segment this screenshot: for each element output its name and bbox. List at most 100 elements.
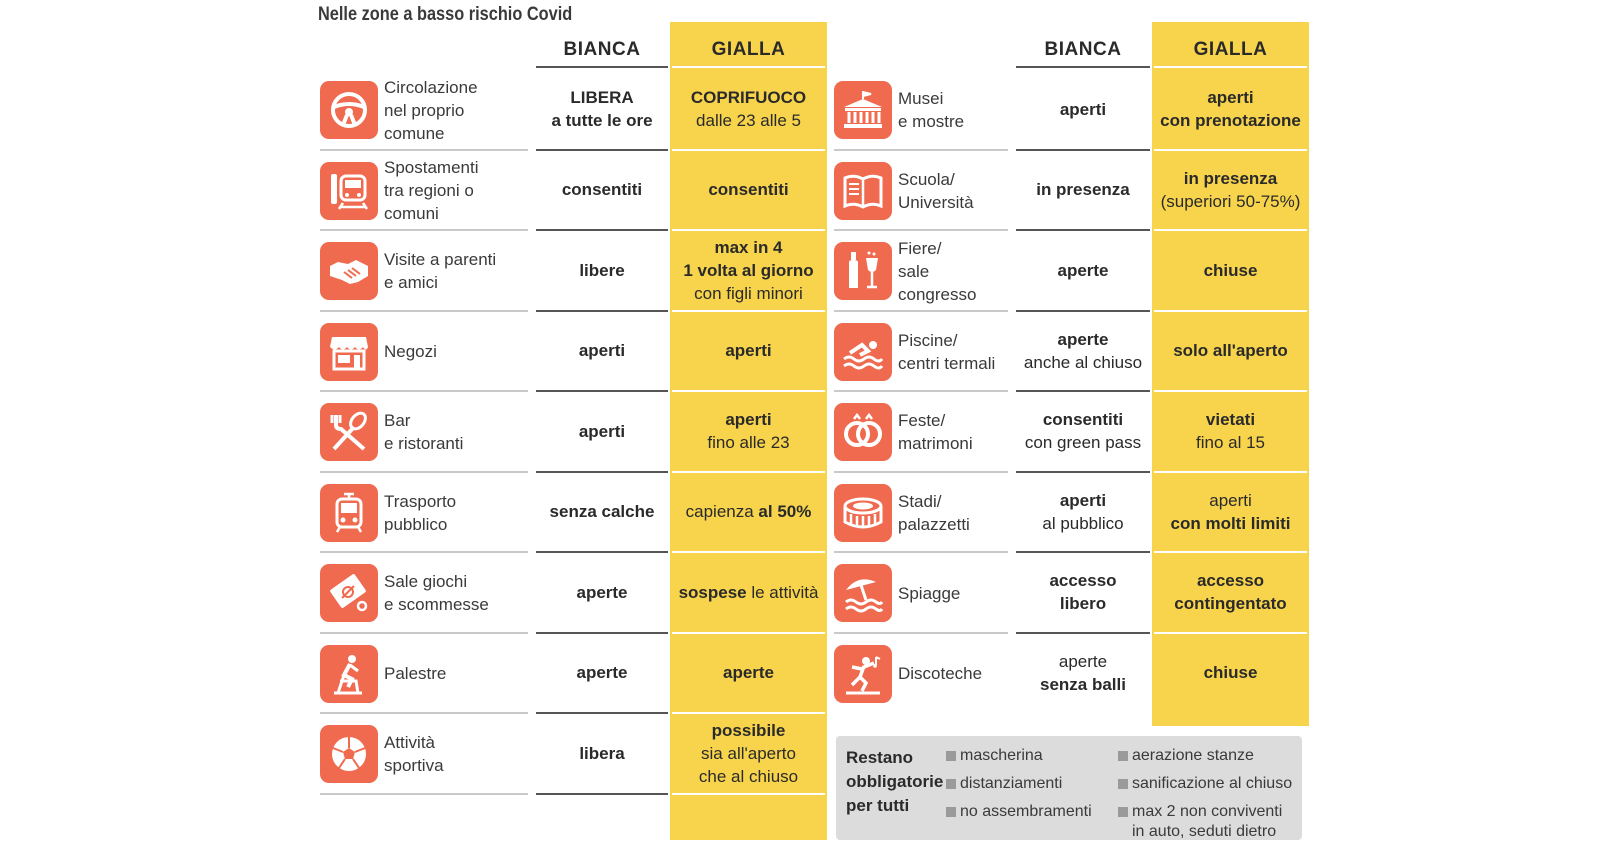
cell-line: a tutte le ore — [551, 111, 653, 131]
train-icon-glyph — [331, 173, 369, 210]
row-divider — [672, 551, 825, 553]
row-divider — [320, 148, 528, 151]
bianca-cell: consentiti con green pass — [1016, 392, 1150, 471]
row-divider — [1154, 148, 1307, 151]
cell-line: in presenza — [1036, 180, 1130, 200]
row-divider — [1154, 551, 1307, 553]
rule-item: no assembramenti — [946, 802, 1092, 822]
book-icon — [834, 161, 892, 220]
handshake-icon — [320, 242, 378, 300]
cell-line: chiuse — [1203, 663, 1258, 683]
cell-line: libera — [579, 743, 625, 763]
cutlery-icon — [320, 403, 378, 461]
cell-line: fino al 15 — [1196, 433, 1265, 453]
header-rule — [536, 66, 668, 68]
row-divider — [1154, 631, 1307, 634]
bianca-cell: aperte senza balli — [1016, 634, 1150, 713]
row-label: Discoteche — [898, 664, 983, 684]
dancer-icon — [834, 644, 892, 703]
bianca-cell: libera — [536, 714, 668, 793]
mandatory-rules-box: Restano obbligatorie per tutti mascherin… — [836, 736, 1302, 840]
gialla-cell: in presenza (superiori 50-75%) — [1154, 151, 1307, 230]
row-divider — [672, 712, 825, 714]
cell-line: accesso — [1196, 571, 1265, 591]
cell-line: libere — [579, 260, 625, 280]
rings-icon — [834, 403, 892, 461]
bianca-cell: consentiti — [536, 151, 668, 230]
bianca-cell: aperti — [536, 312, 668, 391]
rule-item: mascherina — [946, 746, 1043, 766]
cell-line: aperti — [1059, 99, 1107, 119]
row-divider — [536, 631, 668, 634]
gialla-column-right — [1152, 22, 1309, 726]
header-rule — [672, 66, 825, 68]
cell-line: aperte — [1058, 651, 1108, 671]
gialla-cell-text: capienza al 50% — [686, 500, 812, 523]
cell-line: sia all'aperto — [701, 743, 796, 763]
betting-slip-icon-glyph — [330, 574, 368, 612]
steering-wheel-icon — [320, 81, 378, 139]
cell-line: con molti limiti — [1170, 513, 1291, 533]
book-icon-glyph — [843, 174, 883, 209]
cell-line: LIBERA — [570, 88, 634, 108]
soccer-ball-icon — [320, 725, 378, 783]
bianca-cell: in presenza — [1016, 151, 1150, 230]
dancer-icon-glyph — [846, 655, 881, 694]
row-divider — [320, 229, 528, 231]
gialla-cell: accesso contingentato — [1154, 553, 1307, 632]
row-divider — [672, 148, 825, 151]
row-divider — [834, 148, 1008, 151]
cell-line: vietati — [1205, 410, 1256, 430]
cell-line: solo all'aperto — [1173, 341, 1288, 361]
row-divider — [672, 792, 825, 795]
umbrella-beach-icon — [834, 564, 892, 622]
cell-line: al pubblico — [1042, 513, 1124, 533]
rule-item: distanziamenti — [946, 774, 1062, 794]
bianca-cell: accesso libero — [1016, 553, 1150, 632]
row-divider — [536, 148, 668, 151]
cell-line: aperte — [1057, 260, 1109, 280]
gialla-cell: sospese le attività — [672, 553, 825, 632]
row-divider — [834, 390, 1008, 392]
cell-part: le attività — [751, 582, 819, 602]
cell-part: capienza — [685, 502, 759, 522]
row-label: Palestre — [384, 664, 447, 684]
bianca-cell: aperti al pubblico — [1016, 473, 1150, 552]
row-divider — [672, 631, 825, 634]
header-gialla-left: GIALLA — [711, 39, 786, 60]
cell-line: aperti — [578, 341, 626, 361]
row-divider — [1016, 309, 1150, 312]
bianca-cell: libere — [536, 231, 668, 310]
row-divider — [536, 792, 668, 795]
row-divider — [1016, 229, 1150, 231]
train-icon — [320, 161, 378, 220]
stadium-icon — [834, 483, 892, 542]
row-divider — [1016, 631, 1150, 634]
cell-line: aperti — [1209, 490, 1252, 510]
cell-line: senza balli — [1040, 674, 1126, 694]
exercise-bike-icon — [320, 644, 378, 703]
bianca-cell: aperte anche al chiuso — [1016, 312, 1150, 391]
gialla-cell: chiuse — [1154, 231, 1307, 310]
row-divider — [320, 390, 528, 392]
row-label: Fiere/ sale congresso — [898, 238, 977, 304]
cell-line: anche al chiuso — [1023, 352, 1143, 372]
row-divider — [1016, 148, 1150, 151]
row-divider — [834, 309, 1008, 312]
cell-line: max in 4 — [714, 237, 783, 257]
row-divider — [1154, 309, 1307, 312]
gialla-cell-text: sospese le attività — [679, 581, 819, 604]
bianca-cell: senza calche — [536, 473, 668, 552]
row-divider — [1016, 470, 1150, 473]
bianca-cell: aperti — [1016, 70, 1150, 149]
gialla-cell: consentiti — [672, 151, 825, 230]
cell-line: 1 volta al giorno — [683, 260, 814, 280]
row-label: Spiagge — [898, 583, 961, 603]
row-divider — [1154, 229, 1307, 231]
cutlery-icon-glyph — [330, 411, 367, 451]
museum-icon — [834, 81, 892, 139]
row-divider — [536, 229, 668, 231]
cell-line: aperte — [722, 663, 775, 683]
bianca-cell: aperte — [1016, 231, 1150, 310]
gialla-cell: chiuse — [1154, 634, 1307, 713]
